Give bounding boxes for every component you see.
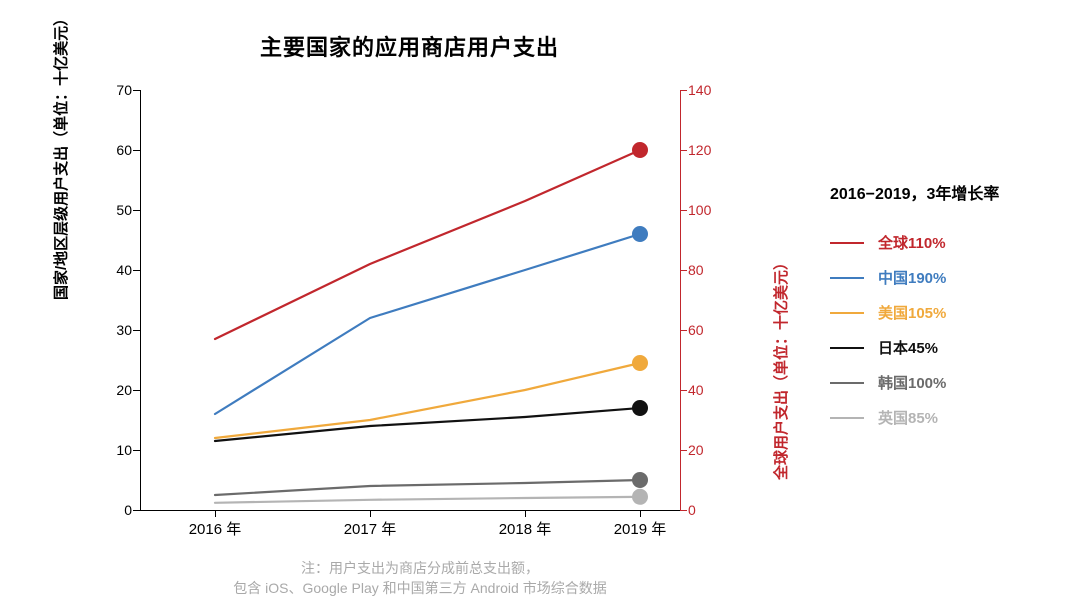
legend-swatch	[830, 312, 864, 314]
legend-label: 全球110%	[878, 232, 946, 253]
x-tick-mark	[525, 510, 526, 517]
y-left-tick-label: 50	[82, 202, 132, 218]
y-right-tick-label: 80	[688, 262, 738, 278]
x-tick-label: 2017 年	[330, 518, 410, 539]
x-tick-mark	[370, 510, 371, 517]
y-left-tick-mark	[133, 390, 140, 391]
y-left-tick-mark	[133, 90, 140, 91]
legend-swatch	[830, 347, 864, 349]
y-right-tick-mark	[680, 210, 687, 211]
y-right-tick-label: 60	[688, 322, 738, 338]
y-left-tick-label: 20	[82, 382, 132, 398]
series-line-uk	[215, 497, 640, 503]
y-left-tick-label: 60	[82, 142, 132, 158]
y-right-tick-label: 120	[688, 142, 738, 158]
y-right-tick-mark	[680, 330, 687, 331]
y-left-tick-mark	[133, 330, 140, 331]
y-right-tick-label: 140	[688, 82, 738, 98]
y-axis-left-label: 国家/地区层级用户支出（单位：十亿美元）	[50, 11, 71, 300]
y-axis-right-label: 全球用户支出（单位：十亿美元）	[770, 255, 791, 480]
y-left-tick-label: 70	[82, 82, 132, 98]
x-tick-label: 2016 年	[175, 518, 255, 539]
y-right-tick-mark	[680, 270, 687, 271]
x-tick-mark	[215, 510, 216, 517]
y-left-tick-label: 40	[82, 262, 132, 278]
legend-swatch	[830, 242, 864, 244]
legend-item: 日本45%	[830, 337, 1060, 358]
legend-label: 韩国100%	[878, 372, 946, 393]
legend-item: 全球110%	[830, 232, 1060, 253]
footnote: 注：用户支出为商店分成前总支出额， 包含 iOS、Google Play 和中国…	[150, 558, 690, 599]
series-line-japan	[215, 408, 640, 441]
footnote-line2: 包含 iOS、Google Play 和中国第三方 Android 市场综合数据	[233, 580, 606, 596]
legend-title: 2016−2019，3年增长率	[830, 180, 1060, 204]
legend-swatch	[830, 277, 864, 279]
chart-title: 主要国家的应用商店用户支出	[260, 30, 559, 62]
y-right-tick-label: 0	[688, 502, 738, 518]
x-axis-line	[140, 510, 680, 511]
x-tick-mark	[640, 510, 641, 517]
legend-label: 美国105%	[878, 302, 946, 323]
legend-item: 韩国100%	[830, 372, 1060, 393]
series-end-marker-uk	[632, 489, 648, 505]
series-line-korea	[215, 480, 640, 495]
series-end-marker-korea	[632, 472, 648, 488]
legend-item: 中国190%	[830, 267, 1060, 288]
legend-label: 日本45%	[878, 337, 938, 358]
series-line-global	[215, 150, 640, 339]
x-tick-label: 2019 年	[600, 518, 680, 539]
series-line-china	[215, 234, 640, 414]
footnote-line1: 注：用户支出为商店分成前总支出额，	[301, 560, 539, 576]
y-left-tick-mark	[133, 510, 140, 511]
y-left-tick-label: 0	[82, 502, 132, 518]
y-left-tick-mark	[133, 150, 140, 151]
y-right-tick-mark	[680, 510, 687, 511]
y-right-tick-mark	[680, 390, 687, 391]
legend-label: 中国190%	[878, 267, 946, 288]
y-right-tick-label: 20	[688, 442, 738, 458]
series-end-marker-usa	[632, 355, 648, 371]
y-right-tick-label: 100	[688, 202, 738, 218]
series-end-marker-china	[632, 226, 648, 242]
legend-item: 美国105%	[830, 302, 1060, 323]
legend-swatch	[830, 382, 864, 384]
y-right-tick-label: 40	[688, 382, 738, 398]
y-axis-right-line	[680, 90, 681, 510]
y-right-tick-mark	[680, 150, 687, 151]
chart-plot-area: 010203040506070 020406080100120140 2016 …	[140, 90, 680, 510]
y-left-tick-mark	[133, 270, 140, 271]
chart-lines	[140, 90, 680, 510]
y-left-tick-label: 10	[82, 442, 132, 458]
x-tick-label: 2018 年	[485, 518, 565, 539]
y-left-tick-mark	[133, 210, 140, 211]
legend-swatch	[830, 417, 864, 419]
y-left-tick-label: 30	[82, 322, 132, 338]
y-right-tick-mark	[680, 90, 687, 91]
y-left-tick-mark	[133, 450, 140, 451]
legend-item: 英国85%	[830, 407, 1060, 428]
legend: 2016−2019，3年增长率 全球110% 中国190% 美国105% 日本45% 韩…	[830, 180, 1060, 442]
series-end-marker-japan	[632, 400, 648, 416]
legend-label: 英国85%	[878, 407, 938, 428]
series-end-marker-global	[632, 142, 648, 158]
y-right-tick-mark	[680, 450, 687, 451]
